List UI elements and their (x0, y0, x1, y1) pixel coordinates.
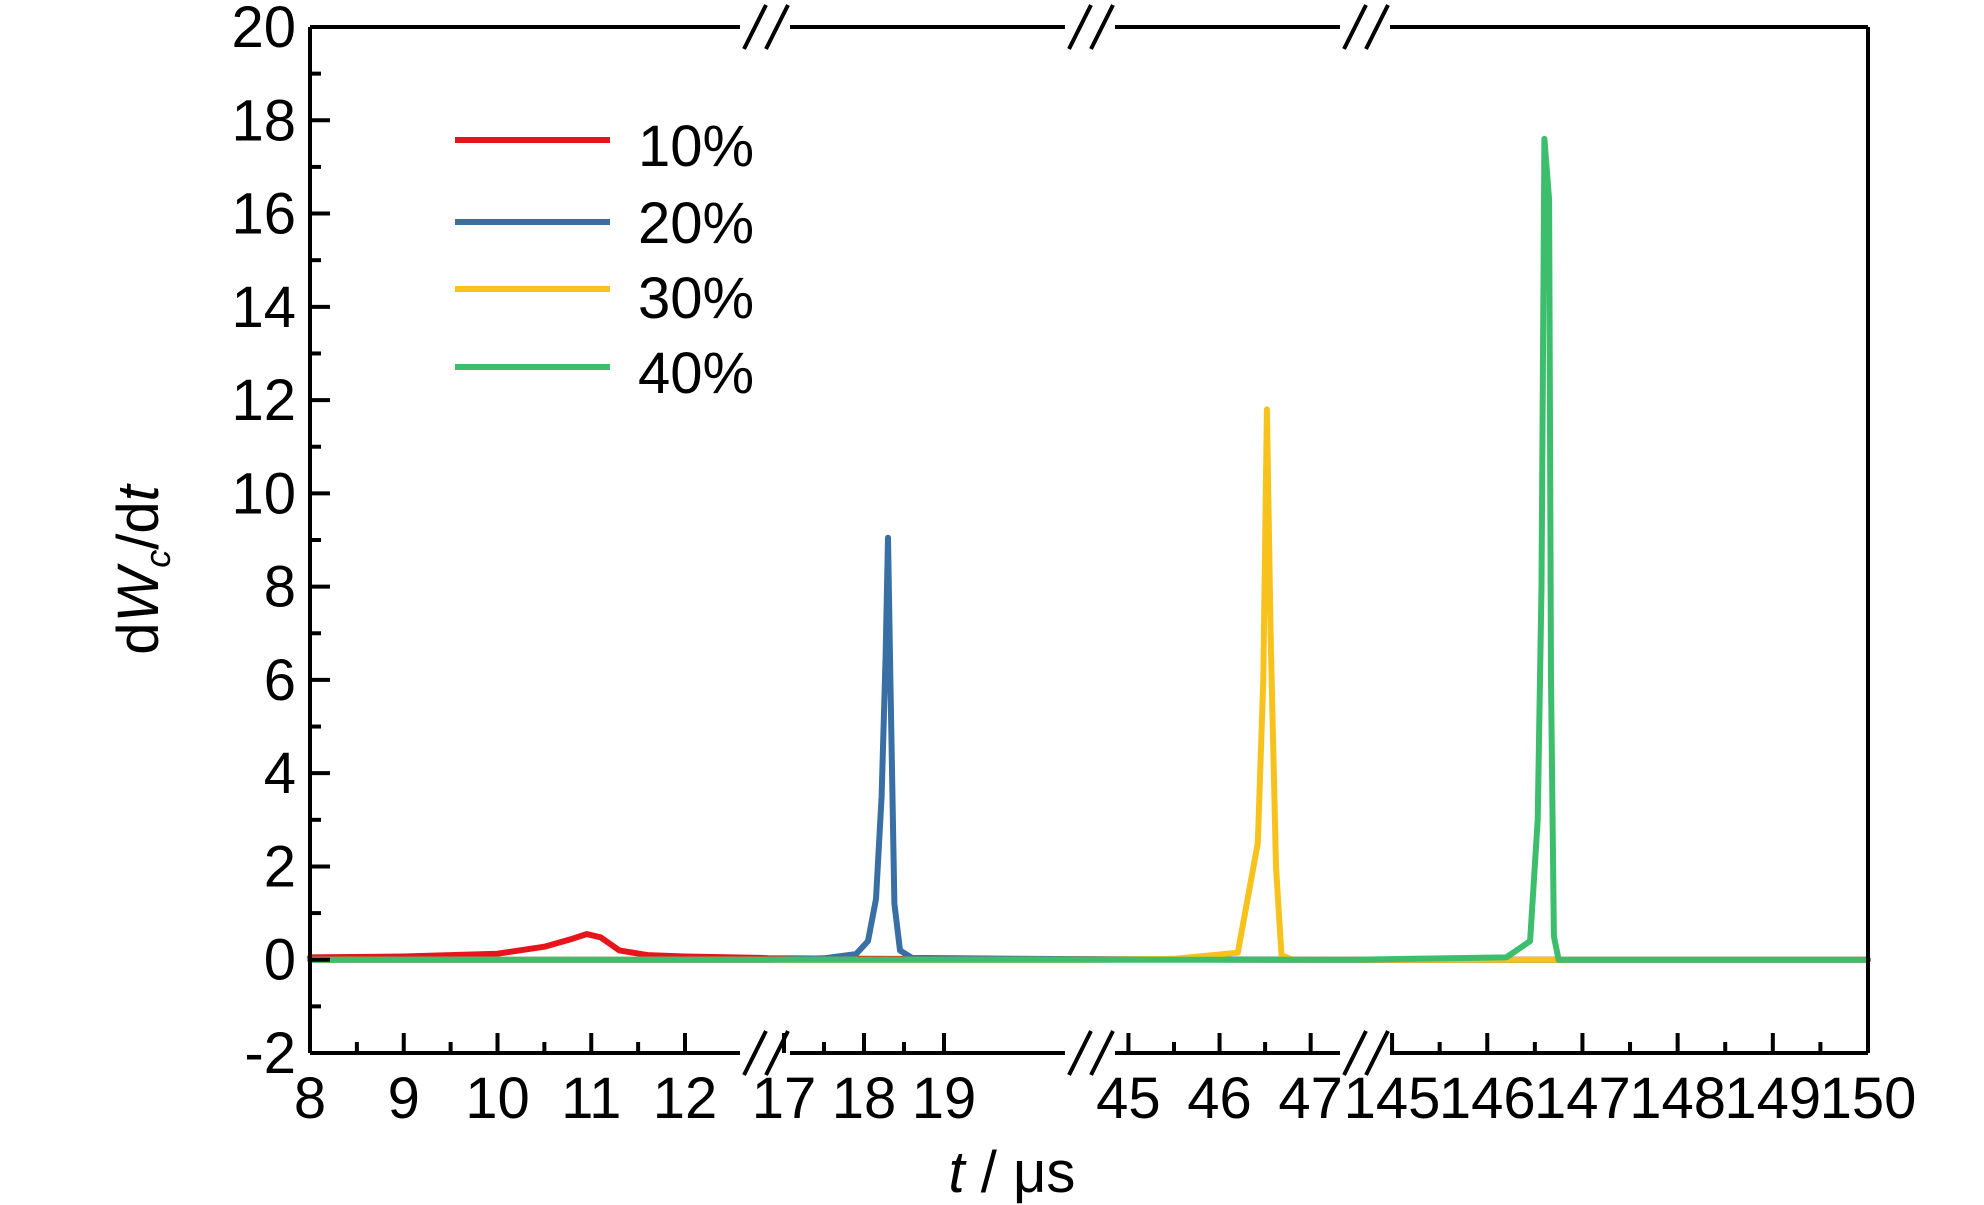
series-line-2 (307, 534, 1871, 963)
x-axis-title: t / μs (949, 1140, 1076, 1205)
y-tick-labels: -2 0 2 4 6 8 10 12 14 16 18 20 (231, 0, 296, 1086)
break-mark-top-1-1 (742, 4, 768, 50)
y-tick-label: 0 (264, 928, 296, 993)
x-tick-label: 148 (1629, 1066, 1726, 1131)
break-mark-top-3-1 (1342, 4, 1368, 50)
series-line-3 (307, 406, 1871, 963)
y-tick-label: 12 (231, 368, 296, 433)
y-tick-label: 4 (264, 741, 296, 806)
series-line-1 (307, 931, 1871, 963)
y-axis-title: dWc/dt (106, 482, 178, 654)
legend-label-40: 40% (638, 341, 754, 406)
y-axis-title-slash: /d (106, 501, 171, 549)
y-tick-label: 2 (264, 834, 296, 899)
x-tick-label: 11 (561, 1066, 621, 1131)
break-mark-bottom-2-2 (1089, 1030, 1115, 1076)
y-tick-label: 16 (231, 182, 296, 247)
legend-label-30: 30% (638, 266, 754, 331)
axis-break-marks (742, 4, 1390, 1076)
x-axis-title-unit: / μs (965, 1140, 1076, 1205)
x-tick-label: 19 (912, 1066, 977, 1131)
series-line-4 (307, 135, 1871, 963)
x-tick-label: 8 (294, 1066, 326, 1131)
y-axis-title-t: t (106, 482, 171, 501)
y-tick-label: 20 (231, 0, 296, 60)
y-tick-label: -2 (244, 1021, 296, 1086)
break-mark-top-3-2 (1364, 4, 1390, 50)
x-tick-label: 9 (388, 1066, 420, 1131)
x-tick-label: 12 (653, 1066, 718, 1131)
x-tick-label: 17 (752, 1066, 817, 1131)
x-tick-label: 145 (1344, 1066, 1441, 1131)
x-tick-label: 47 (1278, 1066, 1343, 1131)
y-tick-label: 18 (231, 88, 296, 153)
break-mark-top-1-2 (764, 4, 790, 50)
legend: 10% 20% 30% 40% (455, 114, 754, 406)
y-tick-label: 8 (264, 555, 296, 620)
break-mark-bottom-2-1 (1067, 1030, 1093, 1076)
x-tick-label: 147 (1534, 1066, 1631, 1131)
x-tick-label: 146 (1439, 1066, 1536, 1131)
legend-label-20: 20% (638, 191, 754, 256)
y-axis-title-sub: c (137, 550, 178, 568)
break-mark-bottom-3-2 (1364, 1030, 1390, 1076)
break-mark-bottom-3-1 (1342, 1030, 1368, 1076)
y-tick-label: 6 (264, 648, 296, 713)
legend-label-10: 10% (638, 114, 754, 179)
x-axis-title-var: t (949, 1140, 968, 1205)
break-mark-bottom-1-1 (742, 1030, 768, 1076)
x-tick-label: 18 (832, 1066, 897, 1131)
break-mark-top-2-1 (1067, 4, 1093, 50)
x-tick-label: 45 (1096, 1066, 1161, 1131)
series-layer (307, 135, 1871, 963)
x-tick-label: 149 (1724, 1066, 1821, 1131)
y-tick-label: 14 (231, 275, 296, 340)
y-axis-title-w: W (106, 562, 171, 622)
x-tick-label: 46 (1187, 1066, 1252, 1131)
break-mark-top-2-2 (1089, 4, 1115, 50)
x-tick-label: 10 (465, 1066, 530, 1131)
y-axis-title-d: d (106, 622, 171, 654)
break-mark-bottom-1-2 (764, 1030, 790, 1076)
x-tick-label: 150 (1820, 1066, 1917, 1131)
axis-ticks (308, 25, 1870, 1055)
y-tick-label: 10 (231, 461, 296, 526)
plot-frame (308, 25, 1870, 1055)
